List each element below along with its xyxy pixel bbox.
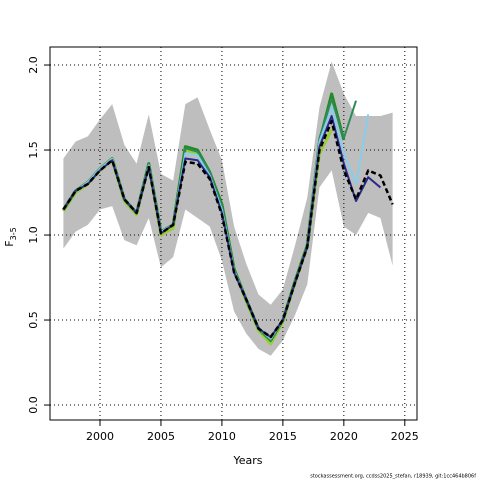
x-tick-label: 2015 bbox=[269, 430, 297, 443]
series-line bbox=[62, 119, 394, 339]
confidence-band bbox=[63, 61, 393, 356]
y-axis-label: F3-5 bbox=[3, 227, 18, 246]
y-tick-label: 1.0 bbox=[27, 226, 40, 244]
x-tick-label: 2005 bbox=[147, 430, 175, 443]
y-tick-label: 0.0 bbox=[27, 396, 40, 414]
y-tick-label: 0.5 bbox=[27, 311, 40, 329]
y-label-main: F bbox=[3, 240, 16, 246]
y-label-sub: 3-5 bbox=[9, 227, 18, 240]
x-tick-label: 2025 bbox=[391, 430, 419, 443]
x-axis-label: Years bbox=[232, 454, 262, 467]
x-tick-label: 2020 bbox=[330, 430, 358, 443]
y-tick-label: 2.0 bbox=[27, 56, 40, 74]
y-tick-label: 1.5 bbox=[27, 141, 40, 159]
x-tick-label: 2000 bbox=[86, 430, 114, 443]
x-tick-label: 2010 bbox=[208, 430, 236, 443]
plot-frame bbox=[49, 46, 418, 421]
footer: stockassessment.org, ccdss2025_stefan, r… bbox=[310, 474, 476, 480]
